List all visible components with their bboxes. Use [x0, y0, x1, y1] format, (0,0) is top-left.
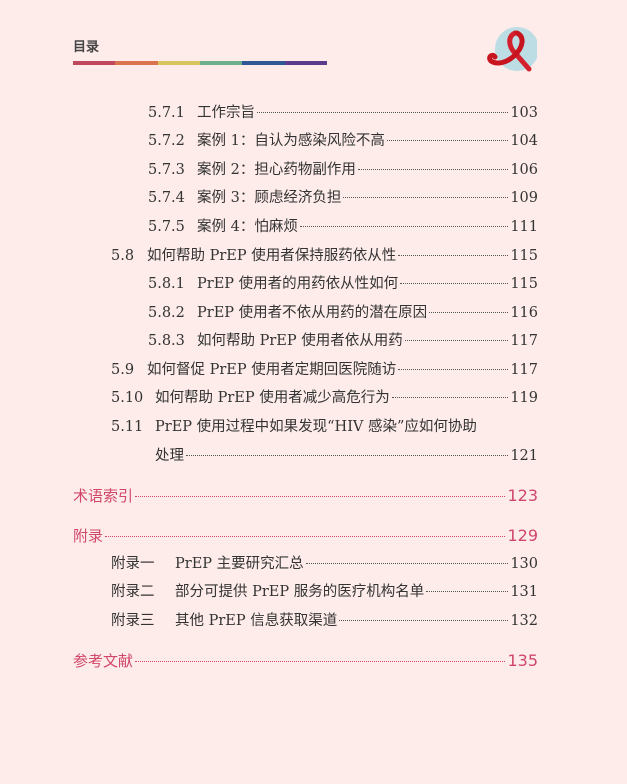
- toc-entry-title: 如何帮助 PrEP 使用者减少高危行为: [155, 390, 390, 406]
- toc-entry-page: 132: [510, 613, 538, 629]
- rainbow-segment: [284, 61, 327, 65]
- toc-entry[interactable]: 5.9 如何督促 PrEP 使用者定期回医院随访 117: [111, 360, 538, 380]
- toc-entry-title: PrEP 使用者的用药依从性如何: [197, 276, 399, 292]
- toc-entry-page: 111: [510, 219, 538, 235]
- toc-entry-page: 117: [510, 333, 538, 349]
- dot-leader: [398, 369, 509, 370]
- toc-entry-number: 5.8.3: [148, 333, 185, 349]
- toc-entry-number: 5.8.1: [148, 276, 185, 292]
- toc-entry[interactable]: 附录 129: [73, 526, 538, 546]
- dot-leader: [429, 312, 509, 313]
- dot-leader: [186, 455, 509, 456]
- toc-entry-title: 案例 4：怕麻烦: [197, 219, 298, 235]
- toc-entry-number: 5.7.4: [148, 190, 185, 206]
- rainbow-divider: [73, 61, 327, 65]
- toc-entry-title: 如何帮助 PrEP 使用者依从用药: [197, 333, 403, 349]
- toc-entry-number: 5.8: [111, 248, 135, 264]
- dot-leader: [339, 620, 509, 621]
- toc-entry[interactable]: 5.8 如何帮助 PrEP 使用者保持服药依从性 115: [111, 246, 538, 266]
- toc-entry-number: 5.7.1: [148, 105, 185, 121]
- toc-entry[interactable]: 5.7.2 案例 1：自认为感染风险不高 104: [148, 131, 538, 151]
- toc-entry[interactable]: 5.7.4 案例 3：顾虑经济负担 109: [148, 188, 538, 208]
- toc-entry-page: 109: [510, 190, 538, 206]
- toc-entry-page: 103: [510, 105, 538, 121]
- toc-entry[interactable]: 参考文献 135: [73, 651, 538, 671]
- toc-entry-page: 104: [510, 133, 538, 149]
- toc-entry-number: 5.11: [111, 419, 144, 435]
- toc-entry-number: 5.7.2: [148, 133, 185, 149]
- dot-leader: [404, 340, 509, 341]
- toc-entry-title: 参考文献: [73, 652, 134, 670]
- toc-entry-title: PrEP 主要研究汇总: [175, 556, 304, 572]
- toc-entry-page: 106: [510, 162, 538, 178]
- toc-entry[interactable]: 附录三 其他 PrEP 信息获取渠道 132: [111, 611, 538, 631]
- toc-entry-title: 案例 1：自认为感染风险不高: [197, 133, 385, 149]
- toc-entry-page: 119: [510, 390, 538, 406]
- toc-entry-page: 123: [507, 486, 538, 505]
- toc-entry-title: 其他 PrEP 信息获取渠道: [175, 613, 338, 629]
- toc-entry-number: 5.10: [111, 390, 144, 406]
- toc-entry[interactable]: 5.7.1 工作宗旨 103: [148, 103, 538, 123]
- toc-entry[interactable]: 5.7.5 案例 4：怕麻烦 111: [148, 217, 538, 237]
- toc-entry-page: 130: [510, 556, 538, 572]
- toc-entry-title: 如何帮助 PrEP 使用者保持服药依从性: [147, 248, 397, 264]
- dot-leader: [398, 255, 509, 256]
- toc-entry-title: PrEP 使用过程中如果发现“HIV 感染”应如何协助: [155, 419, 477, 435]
- dot-leader: [426, 591, 509, 592]
- toc-entry[interactable]: 5.7.3 案例 2：担心药物副作用 106: [148, 160, 538, 180]
- toc-entry-number: 5.9: [111, 362, 135, 378]
- toc-entry-page: 116: [510, 305, 538, 321]
- toc-entry-title: PrEP 使用者不依从用药的潜在原因: [197, 305, 428, 321]
- toc-entry-title: 术语索引: [73, 487, 134, 505]
- dot-leader: [391, 397, 509, 398]
- dot-leader: [135, 661, 506, 662]
- rainbow-segment: [73, 61, 116, 65]
- toc-entry-title: 工作宗旨: [197, 105, 255, 121]
- toc-entry-page: 121: [510, 448, 538, 464]
- toc-entry[interactable]: 5.8.3 如何帮助 PrEP 使用者依从用药 117: [148, 331, 538, 351]
- dot-leader: [343, 197, 509, 198]
- dot-leader: [400, 283, 509, 284]
- toc-entry-title: 如何督促 PrEP 使用者定期回医院随访: [147, 362, 397, 378]
- rainbow-segment: [242, 61, 285, 65]
- toc-entry-number: 5.7.5: [148, 219, 185, 235]
- dot-leader: [257, 112, 509, 113]
- toc-entry-continuation[interactable]: 处理 121: [155, 446, 538, 466]
- toc-entry-title: 案例 2：担心药物副作用: [197, 162, 356, 178]
- toc-entry-title: 附录: [73, 527, 104, 545]
- toc-entry-number: 附录二: [111, 584, 155, 600]
- toc-entry-page: 115: [510, 248, 538, 264]
- red-ribbon-icon: [487, 27, 537, 72]
- toc-entry[interactable]: 附录一 PrEP 主要研究汇总 130: [111, 554, 538, 574]
- toc-entry-page: 115: [510, 276, 538, 292]
- dot-leader: [299, 226, 509, 227]
- dot-leader: [386, 140, 509, 141]
- rainbow-segment: [115, 61, 158, 65]
- toc-entry[interactable]: 5.11 PrEP 使用过程中如果发现“HIV 感染”应如何协助: [111, 417, 538, 437]
- toc-entry[interactable]: 5.8.1 PrEP 使用者的用药依从性如何 115: [148, 274, 538, 294]
- toc-entry-page: 135: [507, 651, 538, 670]
- toc-entry-page: 117: [510, 362, 538, 378]
- toc-entry-title: 案例 3：顾虑经济负担: [197, 190, 342, 206]
- dot-leader: [305, 563, 509, 564]
- toc-entry[interactable]: 5.10 如何帮助 PrEP 使用者减少高危行为 119: [111, 388, 538, 408]
- toc-entry-number: 附录三: [111, 613, 155, 629]
- toc-entry-number: 5.7.3: [148, 162, 185, 178]
- toc-entry-page: 129: [507, 526, 538, 545]
- toc-entry[interactable]: 术语索引 123: [73, 486, 538, 506]
- toc-entry-number: 5.8.2: [148, 305, 185, 321]
- dot-leader: [357, 169, 509, 170]
- toc-entry-title-cont: 处理: [155, 448, 184, 464]
- toc-entry[interactable]: 附录二 部分可提供 PrEP 服务的医疗机构名单 131: [111, 582, 538, 602]
- rainbow-segment: [199, 61, 243, 65]
- dot-leader: [105, 536, 506, 537]
- toc-entry-number: 附录一: [111, 556, 155, 572]
- page-header-title: 目录: [73, 40, 100, 55]
- rainbow-segment: [157, 61, 200, 65]
- toc-entry-title: 部分可提供 PrEP 服务的医疗机构名单: [175, 584, 425, 600]
- toc-entry[interactable]: 5.8.2 PrEP 使用者不依从用药的潜在原因 116: [148, 303, 538, 323]
- toc-entry-page: 131: [510, 584, 538, 600]
- dot-leader: [135, 496, 506, 497]
